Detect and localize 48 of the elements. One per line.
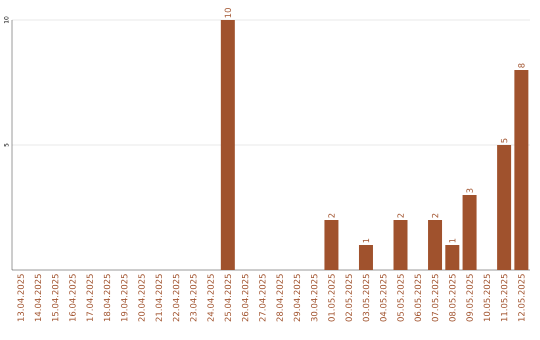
- bar: [514, 70, 528, 270]
- x-tick-label: 06.05.2025: [414, 274, 421, 322]
- x-tick-label: 29.04.2025: [294, 274, 300, 322]
- x-tick-label: 08.05.2025: [449, 274, 456, 322]
- x-tick-label: 26.04.2025: [242, 274, 248, 322]
- x-tick-label: 28.04.2025: [276, 274, 283, 322]
- x-tick-label: 10.05.2025: [484, 274, 490, 322]
- x-tick-label: 18.04.2025: [104, 274, 110, 322]
- x-tick-label: 15.04.2025: [52, 274, 58, 322]
- bar: [445, 245, 460, 270]
- x-tick-label: 05.05.2025: [397, 274, 404, 322]
- x-tick-label: 03.05.2025: [362, 274, 370, 322]
- x-tick-label: 11.05.2025: [500, 274, 508, 322]
- x-tick-label: 02.05.2025: [346, 274, 352, 322]
- x-tick-label: 20.04.2025: [138, 274, 145, 322]
- x-tick-label: 19.04.2025: [121, 274, 128, 322]
- x-tick-label: 30.04.2025: [310, 274, 318, 322]
- x-tick-label: 07.05.2025: [432, 274, 438, 322]
- x-tick-label: 14.04.2025: [34, 274, 42, 322]
- x-tick-label: 01.05.2025: [328, 274, 335, 322]
- data-label: 1: [362, 238, 370, 242]
- x-tick-label: 04.05.2025: [380, 274, 386, 322]
- x-tick-label: 09.05.2025: [466, 274, 473, 322]
- data-label: 1: [449, 238, 456, 242]
- bar: [462, 195, 477, 270]
- x-tick-label: 13.04.2025: [17, 274, 24, 322]
- data-label: 10: [224, 8, 232, 18]
- bar: [394, 220, 408, 270]
- data-label: 2: [397, 214, 404, 218]
- bar: [220, 20, 235, 270]
- x-tick-label: 12.05.2025: [518, 274, 525, 322]
- data-label: 8: [518, 63, 525, 68]
- x-tick-label: 25.04.2025: [224, 274, 232, 322]
- x-tick-label: 17.04.2025: [86, 274, 93, 322]
- x-tick-label: 24.04.2025: [207, 274, 214, 322]
- bar: [497, 145, 512, 270]
- data-label: 5: [500, 138, 508, 143]
- bar: [428, 220, 442, 270]
- data-label: 2: [432, 214, 438, 218]
- x-tick-label: 23.04.2025: [190, 274, 197, 322]
- x-tick-label: 21.04.2025: [156, 274, 162, 322]
- bar: [358, 245, 373, 270]
- x-tick-label: 16.04.2025: [69, 274, 76, 322]
- x-tick-label: 22.04.2025: [172, 274, 180, 322]
- data-label: 3: [466, 188, 473, 193]
- data-label: 2: [328, 214, 335, 218]
- x-tick-label: 27.04.2025: [259, 274, 266, 322]
- bar: [324, 220, 338, 270]
